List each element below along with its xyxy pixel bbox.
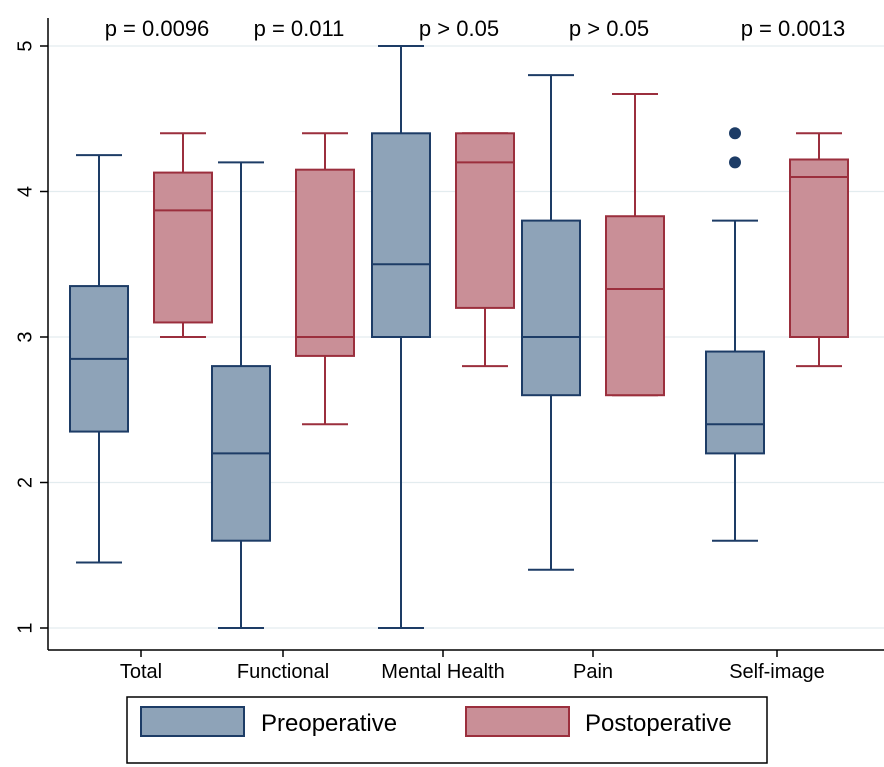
legend-label-postoperative: Postoperative (585, 710, 732, 737)
box-preoperative-mental-health (371, 45, 431, 629)
y-tick-label: 1 (14, 622, 36, 633)
box-postoperative-mental-health (455, 132, 515, 368)
x-tick-labels: Total Functional Mental Health Pain Self-ima… (120, 650, 825, 683)
x-tick-label: Mental Health (381, 661, 504, 683)
box-series (69, 45, 849, 629)
box-postoperative-pain (605, 93, 665, 397)
box-postoperative-total (153, 132, 213, 338)
y-tick-label: 4 (14, 186, 36, 197)
legend-swatch-postoperative (465, 706, 570, 737)
y-tick-label: 5 (14, 40, 36, 51)
p-value-label: p = 0.0096 (105, 16, 210, 41)
outlier-point (729, 127, 741, 140)
x-tick-label: Total (120, 661, 162, 683)
iqr-box (455, 132, 515, 309)
iqr-box (371, 132, 431, 338)
box-postoperative-self-image (789, 132, 849, 368)
y-ticks: 1 2 3 4 5 (14, 40, 48, 634)
iqr-box (521, 219, 581, 397)
box-postoperative-functional (295, 132, 355, 426)
p-value-label: p > 0.05 (419, 16, 499, 41)
p-value-annotations: p = 0.0096 p = 0.011 p > 0.05 p > 0.05 p = 0… (105, 16, 846, 41)
box-preoperative-self-image (705, 127, 765, 542)
p-value-label: p = 0.0013 (741, 16, 846, 41)
iqr-box (295, 168, 355, 357)
outlier-point (729, 156, 741, 169)
legend: Preoperative Postoperative (126, 696, 768, 764)
box-preoperative-pain (521, 74, 581, 571)
x-tick-label: Self-image (729, 661, 825, 683)
iqr-box (153, 171, 213, 324)
iqr-box (789, 158, 849, 338)
box-preoperative-functional (211, 161, 271, 629)
y-tick-label: 2 (14, 477, 36, 488)
p-value-label: p > 0.05 (569, 16, 649, 41)
box-preoperative-total (69, 154, 129, 564)
legend-label-preoperative: Preoperative (261, 710, 397, 737)
iqr-box (605, 215, 665, 397)
legend-swatch-preoperative (140, 706, 245, 737)
p-value-label: p = 0.011 (254, 16, 345, 41)
x-tick-label: Functional (237, 661, 329, 683)
x-tick-label: Pain (573, 661, 613, 683)
y-tick-label: 3 (14, 331, 36, 342)
iqr-box (705, 350, 765, 455)
axes (47, 18, 884, 651)
